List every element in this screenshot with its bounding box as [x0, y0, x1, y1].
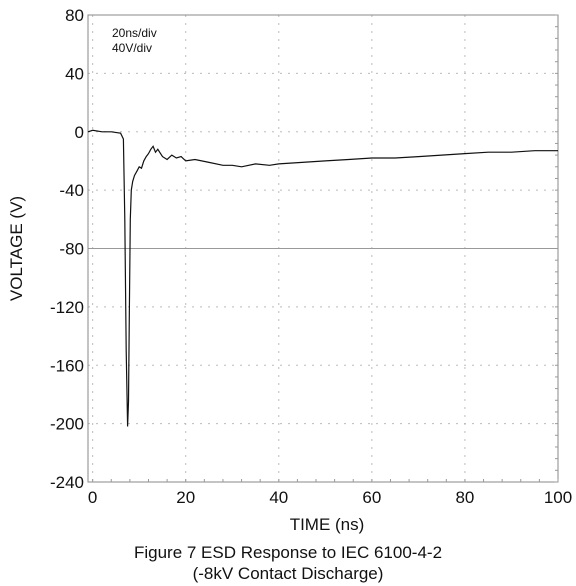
frame-minor-ticks	[92, 14, 559, 483]
x-tick-labels: 0 20 40 60 80 100	[88, 488, 572, 507]
voltage-trace	[87, 129, 558, 427]
figure-caption-line2: (-8kV Contact Discharge)	[192, 564, 384, 583]
figure-caption-line1: Figure 7 ESD Response to IEC 6100-4-2	[133, 543, 443, 562]
x-tick-label: 0	[88, 488, 97, 507]
x-axis-label: TIME (ns)	[290, 515, 365, 534]
voltage-scale-annotation: 40V/div	[112, 41, 152, 55]
y-tick-label: -40	[59, 181, 84, 200]
y-tick-label: -240	[50, 473, 84, 492]
x-tick-label: 100	[544, 488, 572, 507]
x-tick-label: 40	[269, 488, 288, 507]
y-tick-label: -160	[50, 356, 84, 375]
x-tick-label: 60	[362, 488, 381, 507]
grid	[88, 14, 559, 483]
y-axis-label: VOLTAGE (V)	[7, 196, 26, 301]
y-tick-label: -200	[50, 415, 84, 434]
time-scale-annotation: 20ns/div	[112, 26, 157, 40]
x-tick-label: 80	[455, 488, 474, 507]
y-tick-label: 80	[65, 6, 84, 25]
y-tick-label: 0	[75, 123, 84, 142]
y-tick-label: -120	[50, 298, 84, 317]
y-tick-label: 40	[65, 64, 84, 83]
x-tick-label: 20	[176, 488, 195, 507]
y-tick-label: -80	[59, 240, 84, 259]
y-tick-labels: 80 40 0 -40 -80 -120 -160 -200 -240	[50, 6, 84, 492]
